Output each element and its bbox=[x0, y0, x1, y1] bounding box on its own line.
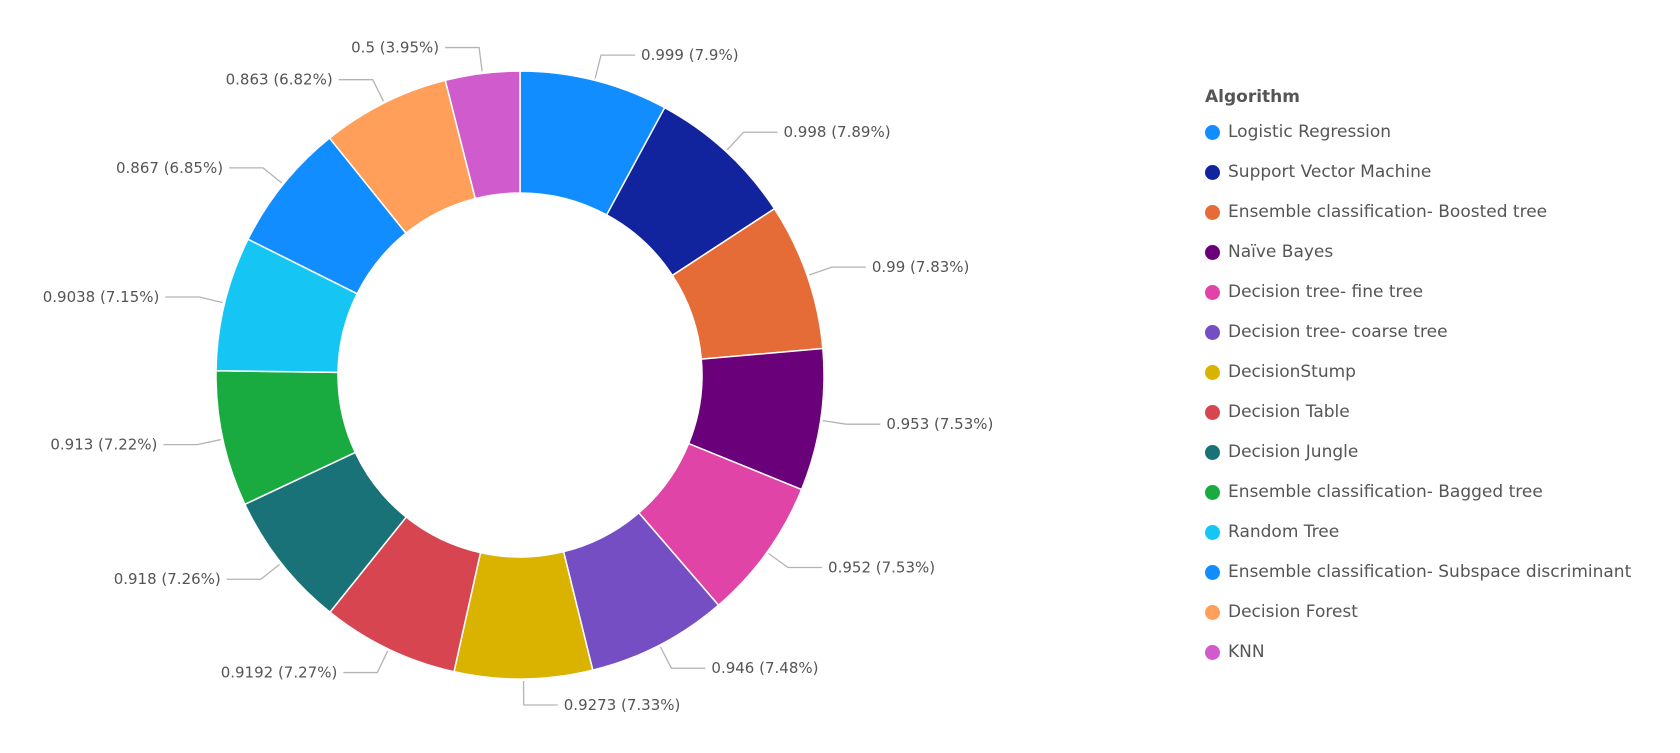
data-label: 0.5 (3.95%) bbox=[351, 39, 439, 57]
legend-label: Ensemble classification- Subspace discri… bbox=[1228, 562, 1632, 582]
legend-swatch-icon bbox=[1205, 324, 1220, 340]
legend-swatch-icon bbox=[1205, 164, 1220, 180]
data-label: 0.913 (7.22%) bbox=[50, 436, 157, 454]
legend-item[interactable]: Decision tree- fine tree bbox=[1205, 272, 1631, 312]
leader-line bbox=[808, 266, 866, 276]
legend-label: Decision Table bbox=[1228, 402, 1350, 422]
leader-line bbox=[768, 552, 823, 569]
leader-line bbox=[522, 680, 558, 706]
legend-swatch-icon bbox=[1205, 364, 1220, 380]
legend-label: Decision tree- fine tree bbox=[1228, 282, 1424, 302]
legend-label: Decision Forest bbox=[1228, 602, 1358, 622]
data-label: 0.99 (7.83%) bbox=[872, 258, 970, 276]
data-label: 0.998 (7.89%) bbox=[784, 123, 891, 141]
data-label: 0.953 (7.53%) bbox=[886, 415, 993, 433]
legend-swatch-icon bbox=[1205, 524, 1220, 540]
slice-knn bbox=[444, 70, 521, 200]
leader-line bbox=[343, 650, 389, 674]
legend-swatch-icon bbox=[1205, 284, 1220, 300]
leader-line bbox=[165, 296, 223, 304]
legend: Algorithm Logistic Regression Support Vec… bbox=[1205, 82, 1631, 672]
legend-item[interactable]: KNN bbox=[1205, 632, 1631, 672]
legend-label: DecisionStump bbox=[1228, 362, 1356, 382]
leader-line bbox=[338, 79, 384, 102]
legend-swatch-icon bbox=[1205, 604, 1220, 620]
leader-line bbox=[163, 438, 222, 446]
legend-item[interactable]: Support Vector Machine bbox=[1205, 152, 1631, 192]
data-label: 0.952 (7.53%) bbox=[828, 558, 935, 576]
legend-item[interactable]: Decision tree- coarse tree bbox=[1205, 312, 1631, 352]
data-label: 0.999 (7.9%) bbox=[641, 46, 739, 64]
leader-line bbox=[726, 131, 778, 151]
legend-swatch-icon bbox=[1205, 484, 1220, 500]
legend-item[interactable]: Ensemble classification- Subspace discri… bbox=[1205, 552, 1631, 592]
legend-swatch-icon bbox=[1205, 444, 1220, 460]
leader-lines bbox=[163, 46, 881, 706]
leader-line bbox=[226, 563, 281, 580]
legend-label: Decision Jungle bbox=[1228, 442, 1359, 462]
legend-swatch-icon bbox=[1205, 564, 1220, 580]
legend-item[interactable]: Decision Jungle bbox=[1205, 432, 1631, 472]
legend-item[interactable]: Naïve Bayes bbox=[1205, 232, 1631, 272]
legend-items: Logistic Regression Support Vector Machin… bbox=[1205, 112, 1631, 672]
legend-label: Ensemble classification- Boosted tree bbox=[1228, 202, 1548, 222]
legend-swatch-icon bbox=[1205, 124, 1220, 140]
data-labels: 0.999 (7.9%) 0.998 (7.89%) 0.99 (7.83%) 0.9… bbox=[43, 39, 994, 714]
data-label: 0.863 (6.82%) bbox=[226, 71, 333, 89]
legend-label: KNN bbox=[1228, 642, 1265, 662]
data-label: 0.9038 (7.15%) bbox=[43, 288, 160, 306]
legend-item[interactable]: Decision Forest bbox=[1205, 592, 1631, 632]
leader-line bbox=[594, 54, 636, 79]
legend-title: Algorithm bbox=[1205, 87, 1300, 107]
legend-label: Decision tree- coarse tree bbox=[1228, 322, 1448, 342]
legend-label: Logistic Regression bbox=[1228, 122, 1392, 142]
legend-item[interactable]: Decision Table bbox=[1205, 392, 1631, 432]
leader-line bbox=[659, 646, 706, 669]
legend-label: Support Vector Machine bbox=[1228, 162, 1432, 182]
data-label: 0.867 (6.85%) bbox=[116, 159, 223, 177]
legend-swatch-icon bbox=[1205, 244, 1220, 260]
data-label: 0.918 (7.26%) bbox=[114, 570, 221, 588]
legend-label: Naïve Bayes bbox=[1228, 242, 1334, 262]
leader-line bbox=[822, 419, 881, 425]
legend-swatch-icon bbox=[1205, 204, 1220, 220]
legend-item[interactable]: Ensemble classification- Boosted tree bbox=[1205, 192, 1631, 232]
leader-line bbox=[229, 167, 283, 184]
data-label: 0.9192 (7.27%) bbox=[221, 664, 338, 682]
legend-item[interactable]: Random Tree bbox=[1205, 512, 1631, 552]
data-label: 0.9273 (7.33%) bbox=[564, 696, 681, 714]
legend-label: Random Tree bbox=[1228, 522, 1340, 542]
legend-item[interactable]: Ensemble classification- Bagged tree bbox=[1205, 472, 1631, 512]
donut-slices bbox=[215, 70, 825, 680]
data-label: 0.946 (7.48%) bbox=[711, 659, 818, 677]
legend-swatch-icon bbox=[1205, 644, 1220, 660]
legend-label: Ensemble classification- Bagged tree bbox=[1228, 482, 1543, 502]
leader-line bbox=[445, 46, 483, 72]
legend-item[interactable]: Logistic Regression bbox=[1205, 112, 1631, 152]
legend-swatch-icon bbox=[1205, 404, 1220, 420]
legend-item[interactable]: DecisionStump bbox=[1205, 352, 1631, 392]
